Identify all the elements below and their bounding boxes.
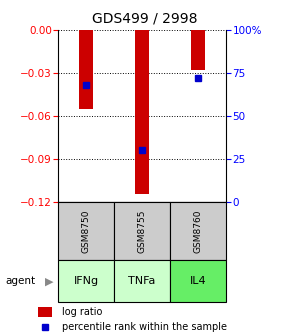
- Bar: [170, 260, 226, 302]
- Text: ▶: ▶: [45, 277, 53, 286]
- Bar: [79, 30, 93, 109]
- Text: GSM8760: GSM8760: [194, 209, 203, 253]
- Bar: [58, 260, 114, 302]
- Text: GSM8750: GSM8750: [81, 209, 90, 253]
- Bar: [58, 202, 114, 260]
- Bar: [38, 307, 52, 317]
- Text: log ratio: log ratio: [62, 307, 102, 317]
- Text: IFNg: IFNg: [73, 277, 99, 286]
- Text: GDS499 / 2998: GDS499 / 2998: [92, 12, 198, 26]
- Bar: [114, 202, 170, 260]
- Text: percentile rank within the sample: percentile rank within the sample: [62, 322, 227, 332]
- Text: agent: agent: [6, 277, 36, 286]
- Text: GSM8755: GSM8755: [137, 209, 147, 253]
- Text: TNFa: TNFa: [128, 277, 156, 286]
- Bar: [170, 202, 226, 260]
- Bar: [135, 30, 149, 195]
- Text: IL4: IL4: [190, 277, 206, 286]
- Bar: [191, 30, 205, 70]
- Bar: [114, 260, 170, 302]
